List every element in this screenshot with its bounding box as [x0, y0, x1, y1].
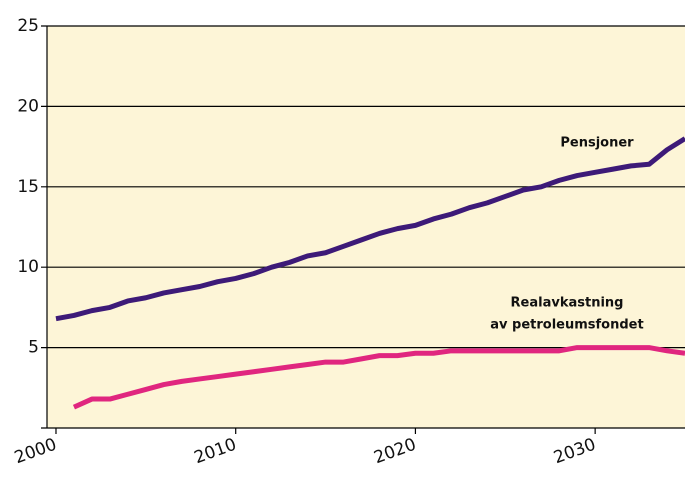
x-tick-label: 2030 [551, 435, 598, 469]
x-tick-label: 2000 [12, 435, 59, 469]
annotation: av petroleumsfondet [490, 318, 643, 333]
y-tick-label: 20 [17, 96, 39, 116]
y-tick-label: 10 [17, 257, 39, 277]
annotation: Pensjoner [560, 136, 634, 151]
line-series [55, 136, 685, 322]
plot-area [47, 26, 685, 428]
line-series [72, 345, 685, 410]
y-tick-label: 25 [17, 16, 39, 36]
annotation: Realavkastning [511, 296, 624, 311]
y-tick-label: 15 [17, 177, 39, 197]
x-tick-label: 2010 [192, 435, 239, 469]
y-tick-label: 5 [28, 338, 39, 358]
x-tick-label: 2020 [371, 435, 418, 469]
